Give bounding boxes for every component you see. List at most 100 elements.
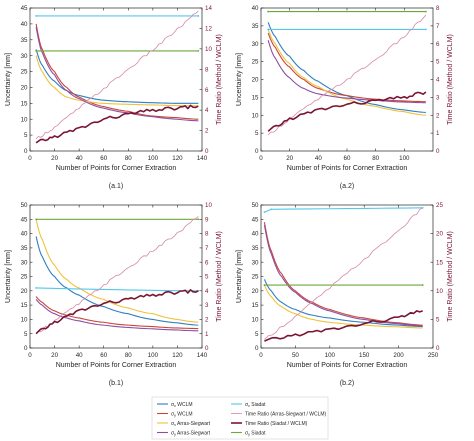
y-axis-label: Uncertainty [mm] <box>236 53 243 106</box>
x-tick-label: 0 <box>259 352 263 359</box>
y-tick-label: 45 <box>21 5 28 12</box>
series-line-tr_as <box>35 10 199 140</box>
y-tick-label: 25 <box>21 69 28 76</box>
x-tick-label: 20 <box>51 352 58 359</box>
series-line-tr_as <box>264 207 423 340</box>
x-tick-label: 100 <box>325 352 336 359</box>
series-line-sx_siadat <box>36 287 199 292</box>
y-tick-label: 45 <box>21 216 28 223</box>
data-point <box>267 28 270 31</box>
y-tick-label: 10 <box>252 317 259 324</box>
y2-tick-label: 14 <box>205 5 212 12</box>
y2-axis-label: Time Ratio (Method / WCLM) <box>216 231 223 322</box>
x-tick-label: 50 <box>292 352 299 359</box>
y-tick-label: 35 <box>21 245 28 252</box>
y2-tick-label: 15 <box>436 259 443 266</box>
x-tick-label: 120 <box>172 155 183 162</box>
x-tick-label: 60 <box>100 352 107 359</box>
y2-tick-label: 20 <box>436 231 443 238</box>
panel-label: (b.2) <box>340 380 354 387</box>
series-line-tr_siadat <box>35 104 199 144</box>
x-tick-label: 60 <box>344 155 351 162</box>
x-axis-label: Number of Points for Corner Extraction <box>287 362 408 369</box>
x-tick-label: 140 <box>197 155 208 162</box>
x-tick-label: 0 <box>28 352 32 359</box>
y2-tick-label: 8 <box>436 5 440 12</box>
y2-tick-label: 0 <box>436 148 440 155</box>
x-tick-label: 20 <box>286 155 293 162</box>
y2-tick-label: 25 <box>436 202 443 209</box>
data-point <box>35 218 38 221</box>
y-tick-label: 5 <box>24 331 28 338</box>
y-tick-label: 10 <box>21 317 28 324</box>
y2-tick-label: 7 <box>436 23 440 30</box>
series-line-sy_wclm <box>35 23 199 120</box>
y-tick-label: 10 <box>21 116 28 123</box>
y-tick-label: 15 <box>252 94 259 101</box>
y2-tick-label: 2 <box>436 112 440 119</box>
y2-tick-label: 10 <box>436 288 443 295</box>
series-line-sx_as <box>267 29 426 116</box>
y2-tick-label: 8 <box>205 66 209 73</box>
x-tick-label: 100 <box>148 155 159 162</box>
series-line-sx_as <box>263 284 423 329</box>
y2-tick-label: 4 <box>205 107 209 114</box>
y2-tick-label: 0 <box>436 345 440 352</box>
x-tick-label: 0 <box>259 155 263 162</box>
x-axis-label: Number of Points for Corner Extraction <box>56 362 177 369</box>
chart-panel: 0 50 100 150 200 2500510152025303540455005101… <box>236 202 454 387</box>
x-tick-label: 20 <box>51 155 58 162</box>
series-line-tr_as <box>35 216 199 334</box>
legend-label-sx_as: σx Arras-Siegwart <box>171 421 211 427</box>
y2-tick-label: 4 <box>436 77 440 84</box>
y-tick-label: 30 <box>252 41 259 48</box>
y2-tick-label: 7 <box>205 245 209 252</box>
y-tick-label: 20 <box>252 77 259 84</box>
legend-label-sy_as: σy Arras-Siegwart <box>171 430 211 436</box>
y2-tick-label: 6 <box>205 87 209 94</box>
series-line-sx_wclm <box>267 22 426 113</box>
y2-tick-label: 1 <box>205 331 209 338</box>
data-point <box>270 208 273 211</box>
data-point <box>35 50 38 52</box>
series-line-sy_wclm <box>267 32 426 103</box>
x-tick-label: 80 <box>125 352 132 359</box>
y-tick-label: 15 <box>21 100 28 107</box>
series-line-sy_as <box>267 40 426 104</box>
data-point <box>424 10 427 13</box>
legend-label-sx_wclm: σx WCLM <box>171 402 193 408</box>
y-tick-label: 30 <box>21 259 28 266</box>
x-tick-label: 60 <box>100 155 107 162</box>
y-tick-label: 0 <box>255 345 259 352</box>
legend-label-sx_siadat: σx Siadat <box>245 402 266 408</box>
x-tick-label: 100 <box>399 155 410 162</box>
y2-tick-label: 0 <box>205 148 209 155</box>
data-point <box>424 28 427 31</box>
y-tick-label: 10 <box>252 112 259 119</box>
y-tick-label: 40 <box>21 21 28 28</box>
y-tick-label: 15 <box>21 302 28 309</box>
x-tick-label: 80 <box>372 155 379 162</box>
y-axis-label: Uncertainty [mm] <box>236 250 243 303</box>
y-axis-label: Uncertainty [mm] <box>5 53 12 106</box>
series-line-tr_siadat <box>267 91 427 132</box>
chart-panel: 0 20 40 60 80 100 120 1400510152025303540450246… <box>5 5 223 190</box>
data-point <box>35 15 38 17</box>
x-tick-label: 40 <box>76 155 83 162</box>
y-tick-label: 40 <box>252 231 259 238</box>
legend-label-tr_siadat: Time Ratio (Siadat / WCLM) <box>245 421 308 427</box>
x-tick-label: 140 <box>197 352 208 359</box>
series-line-tr_siadat <box>264 310 423 342</box>
y2-tick-label: 8 <box>205 231 209 238</box>
series-line-sx_as <box>35 55 199 107</box>
y-tick-label: 35 <box>21 37 28 44</box>
data-point <box>197 15 200 17</box>
y-tick-label: 50 <box>21 202 28 209</box>
y-tick-label: 40 <box>252 5 259 12</box>
y-tick-label: 30 <box>21 53 28 60</box>
x-tick-label: 250 <box>428 352 439 359</box>
y2-tick-label: 5 <box>205 274 209 281</box>
data-point <box>197 218 200 221</box>
series-line-sy_wclm <box>35 296 199 330</box>
